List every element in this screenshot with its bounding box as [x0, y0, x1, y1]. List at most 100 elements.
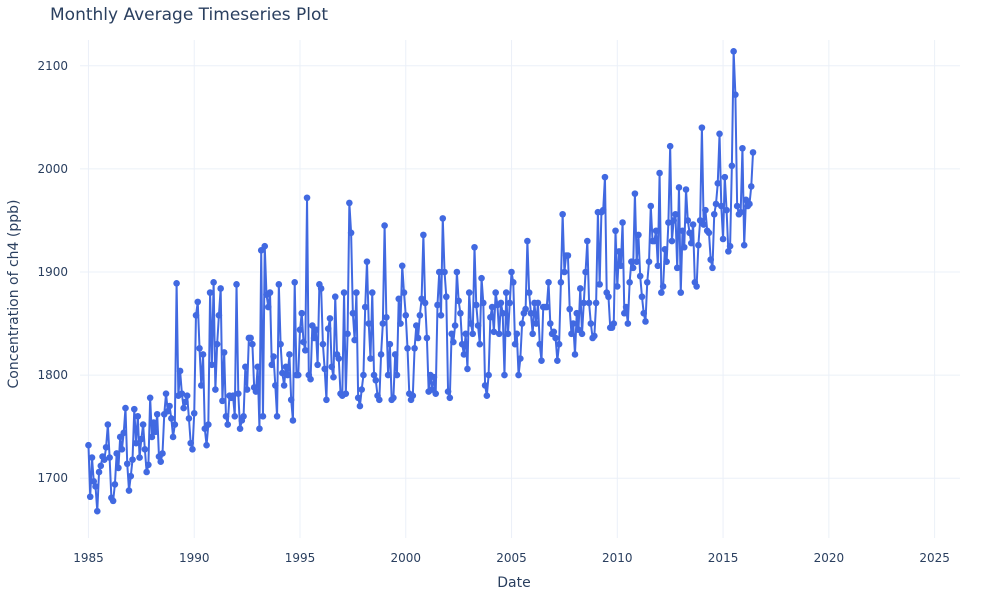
data-point: [508, 268, 515, 276]
data-point: [495, 330, 503, 338]
data-point: [152, 428, 159, 436]
data-point: [344, 330, 351, 338]
data-point: [270, 353, 277, 360]
data-point: [673, 264, 681, 272]
data-point: [284, 371, 291, 379]
data-point: [324, 325, 332, 333]
x-tick-label: 2025: [919, 551, 950, 565]
data-point: [450, 338, 457, 346]
y-tick-label: 2100: [37, 59, 68, 73]
data-point: [555, 340, 563, 348]
data-point: [273, 413, 281, 420]
data-point: [432, 390, 440, 397]
data-point: [437, 311, 445, 319]
data-point: [547, 320, 554, 327]
data-point: [233, 281, 240, 288]
data-point: [747, 183, 755, 190]
data-point: [651, 237, 658, 245]
data-point: [145, 461, 152, 469]
data-point: [665, 219, 672, 226]
data-point: [464, 365, 471, 373]
data-point: [509, 279, 517, 286]
data-point: [571, 351, 579, 358]
data-point: [411, 344, 418, 352]
data-point: [159, 450, 166, 457]
data-point: [390, 394, 397, 402]
data-point: [435, 268, 443, 276]
data-point: [90, 477, 98, 485]
data-point: [169, 433, 177, 441]
data-point: [272, 382, 279, 389]
data-point: [402, 311, 410, 319]
data-point: [643, 279, 651, 286]
data-point: [414, 334, 422, 342]
data-point: [654, 262, 662, 270]
data-point: [199, 351, 207, 358]
data-point: [439, 215, 447, 222]
x-axis-title: Date: [497, 575, 530, 591]
data-point: [185, 415, 193, 422]
data-point: [115, 464, 122, 472]
chart-title: Monthly Average Timeseries Plot: [50, 5, 328, 25]
data-point: [534, 299, 542, 307]
data-point: [384, 371, 392, 379]
data-point: [368, 289, 376, 296]
data-point: [102, 443, 110, 451]
x-tick-label: 1990: [179, 551, 210, 565]
data-point: [723, 206, 730, 214]
data-point: [561, 268, 568, 276]
data-point: [721, 173, 729, 181]
data-point: [746, 200, 753, 208]
data-point: [340, 289, 348, 296]
data-point: [601, 173, 609, 181]
data-point: [166, 402, 173, 410]
y-tick-label: 1700: [37, 471, 68, 485]
data-point: [217, 285, 224, 292]
data-point: [717, 202, 725, 210]
data-point: [383, 314, 390, 321]
data-point: [213, 340, 221, 348]
data-point: [480, 299, 487, 307]
data-point: [702, 206, 709, 214]
data-point: [125, 487, 133, 494]
data-point: [85, 441, 92, 449]
data-point: [709, 264, 716, 272]
data-point: [328, 363, 336, 371]
data-point: [109, 497, 117, 505]
data-point: [129, 456, 136, 463]
data-point: [465, 289, 473, 296]
data-point: [289, 417, 297, 424]
data-point: [573, 309, 581, 317]
data-point: [279, 369, 286, 377]
data-point: [420, 231, 427, 239]
data-point: [497, 299, 505, 307]
data-point: [280, 382, 288, 389]
data-point: [180, 404, 187, 412]
data-point: [282, 363, 290, 371]
data-point: [335, 355, 343, 362]
data-point: [259, 413, 267, 420]
y-tick-label: 1900: [37, 265, 68, 279]
data-point: [453, 268, 461, 276]
data-point: [416, 311, 424, 319]
data-point: [346, 199, 353, 207]
data-point: [462, 330, 469, 338]
data-point: [624, 320, 632, 327]
y-tick-label: 1800: [37, 368, 68, 382]
data-point: [448, 330, 455, 338]
data-point: [92, 483, 99, 490]
data-point: [698, 124, 706, 131]
data-point: [619, 219, 626, 226]
data-point: [354, 394, 362, 402]
data-point: [710, 210, 718, 218]
data-point: [501, 371, 508, 379]
data-point: [361, 303, 369, 311]
data-point: [141, 446, 149, 453]
data-point: [568, 330, 575, 338]
data-point: [564, 252, 572, 259]
data-point: [157, 458, 165, 466]
data-point: [173, 280, 180, 287]
data-point: [370, 371, 378, 379]
data-point: [513, 330, 521, 338]
data-point: [658, 289, 665, 296]
